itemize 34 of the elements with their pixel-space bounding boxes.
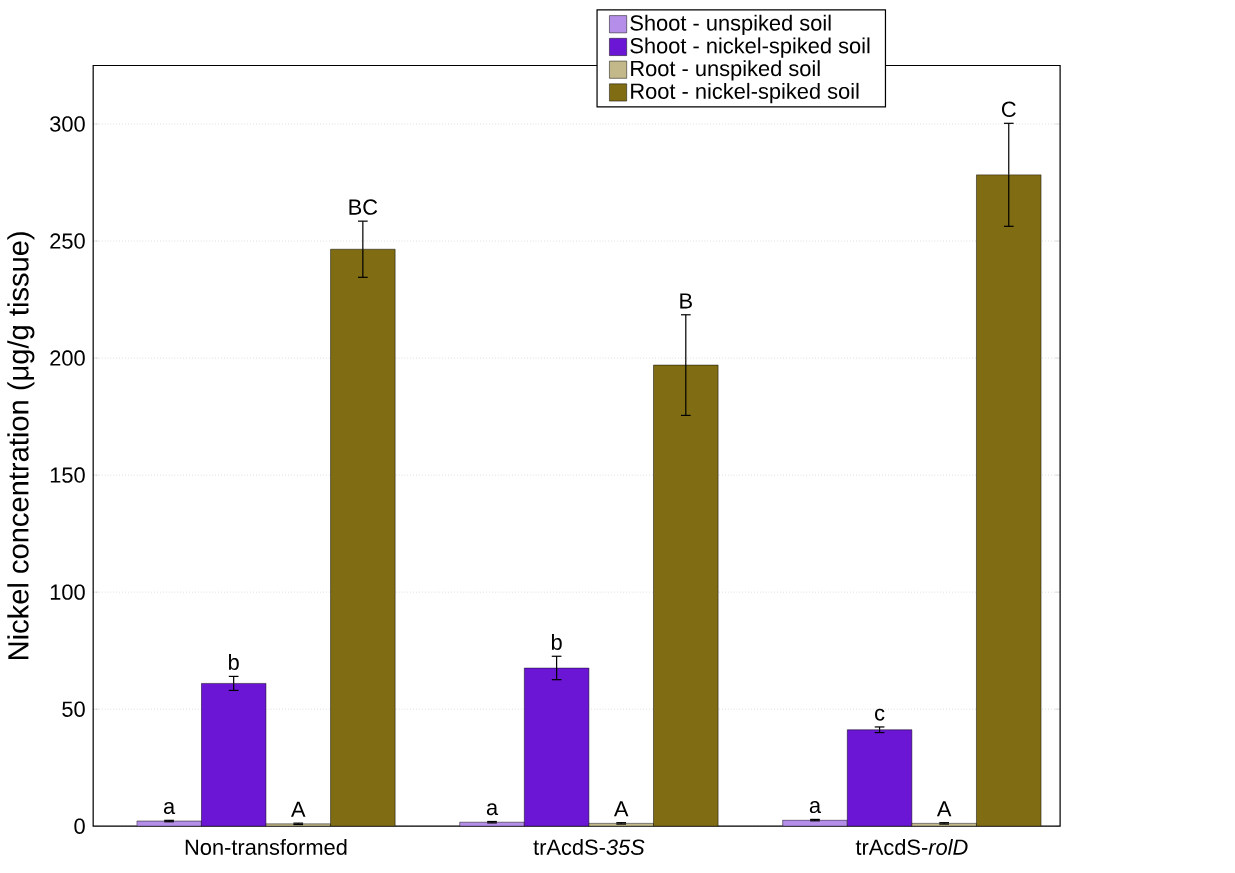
y-tick-label: 50 [62,701,85,718]
bar [330,249,396,827]
data-label: A [613,801,629,817]
y-axis-title: Nickel concentration (μg/g tissue) [7,232,35,660]
data-label: A [291,802,306,818]
bar [911,823,977,827]
data-label: BC [349,199,378,216]
data-label: a [163,802,176,815]
data-label: C [1001,101,1016,118]
y-tick-label: 150 [50,467,85,484]
data-label: b [551,634,562,651]
y-tick-label: 0 [74,818,85,835]
bar [847,729,913,827]
data-label: a [809,801,822,814]
bar [976,174,1042,827]
bar [201,683,267,827]
data-label: a [486,803,499,816]
y-tick-label: 100 [50,584,85,601]
bar [524,667,590,827]
x-tick-label: trAcdS-35S [533,839,645,856]
legend-label: Shoot - nickel-spiked soil [630,37,870,58]
data-label: B [680,293,692,309]
y-tick-label: 250 [50,233,85,249]
legend-label: Root - nickel-spiked soil [631,83,859,104]
legend-label: Root - unspiked soil [631,60,820,81]
x-tick-label: Non-transformed [185,839,347,856]
data-label: c [875,708,885,721]
y-tick-label: 200 [50,350,85,366]
y-tick-label: 300 [50,116,85,132]
data-label: b [229,654,239,671]
data-label: A [936,801,952,817]
bar [653,365,719,827]
x-tick-label: trAcdS-rolD [855,839,968,856]
legend-label: Shoot - unspiked soil [630,14,831,36]
